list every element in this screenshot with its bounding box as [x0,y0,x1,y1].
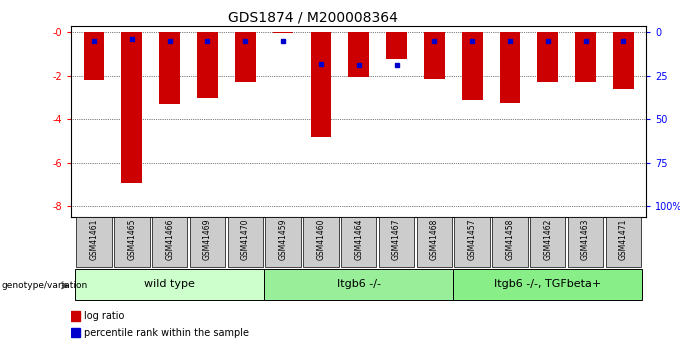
Bar [613,32,634,89]
FancyBboxPatch shape [265,269,453,300]
Text: GSM41462: GSM41462 [543,219,552,260]
Text: GSM41459: GSM41459 [279,219,288,260]
Bar [159,32,180,104]
FancyBboxPatch shape [417,217,452,267]
FancyBboxPatch shape [75,269,265,300]
FancyBboxPatch shape [265,217,301,267]
Bar [197,32,218,98]
Text: log ratio: log ratio [84,311,125,321]
FancyBboxPatch shape [190,217,225,267]
Text: GSM41469: GSM41469 [203,219,212,260]
FancyBboxPatch shape [303,217,339,267]
Text: GSM41457: GSM41457 [468,219,477,260]
Bar [84,32,105,80]
Bar [71,311,80,321]
Text: GSM41466: GSM41466 [165,219,174,260]
Text: GSM41460: GSM41460 [316,219,326,260]
Text: GSM41458: GSM41458 [505,219,514,260]
FancyBboxPatch shape [568,217,603,267]
Title: GDS1874 / M200008364: GDS1874 / M200008364 [228,11,398,25]
Text: GSM41470: GSM41470 [241,219,250,260]
Bar [462,32,483,100]
Text: GSM41461: GSM41461 [90,219,99,260]
Bar [273,32,294,33]
FancyBboxPatch shape [379,217,414,267]
Text: GSM41467: GSM41467 [392,219,401,260]
Bar [235,32,256,82]
FancyBboxPatch shape [76,217,112,267]
Bar [71,328,80,337]
Bar [386,32,407,59]
Text: GSM41463: GSM41463 [581,219,590,260]
Bar [348,32,369,77]
Text: GSM41471: GSM41471 [619,219,628,260]
FancyBboxPatch shape [454,217,490,267]
Text: genotype/variation: genotype/variation [1,281,88,290]
Text: GSM41468: GSM41468 [430,219,439,260]
Bar [500,32,520,103]
Text: GSM41464: GSM41464 [354,219,363,260]
FancyBboxPatch shape [492,217,528,267]
Bar [575,32,596,82]
Text: wild type: wild type [144,279,195,289]
Bar [122,32,142,183]
Text: GSM41465: GSM41465 [127,219,137,260]
Bar [311,32,331,137]
Bar [424,32,445,79]
Text: Itgb6 -/-: Itgb6 -/- [337,279,381,289]
FancyBboxPatch shape [606,217,641,267]
Text: Itgb6 -/-, TGFbeta+: Itgb6 -/-, TGFbeta+ [494,279,601,289]
FancyBboxPatch shape [152,217,188,267]
FancyBboxPatch shape [114,217,150,267]
FancyBboxPatch shape [341,217,377,267]
FancyBboxPatch shape [453,269,642,300]
FancyBboxPatch shape [530,217,566,267]
Text: percentile rank within the sample: percentile rank within the sample [84,328,250,337]
Bar [537,32,558,82]
FancyBboxPatch shape [228,217,263,267]
